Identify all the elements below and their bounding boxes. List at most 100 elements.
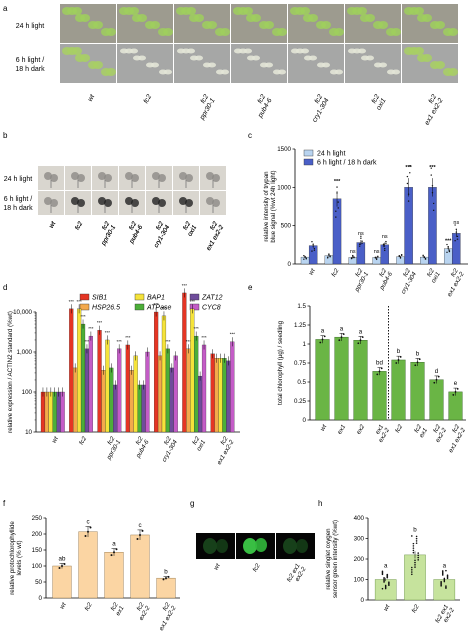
panel-c-datapoint (327, 257, 329, 259)
panel-c-datapoint (448, 249, 451, 251)
panel-d-category-label-text: fc2cry1-304 (155, 435, 179, 463)
panel-d-category-label-text: fc2ex1 ex2-2 (210, 435, 236, 466)
panel-e-datapoint (319, 341, 322, 344)
panel-h-y-tick-label: 100 (354, 577, 365, 584)
panel-d-legend: SIB1 BAP1 ZAT12 HSP26.5 ATPase CYC8 (79, 293, 223, 312)
panel-d-bar (137, 384, 142, 433)
panel-d-category-label-text: fc2ppr30-1 (99, 435, 122, 462)
panel-g-fluorescence-signal (255, 538, 267, 552)
panel-f-category-label-text: fc2ex2-2 (132, 601, 152, 622)
panel-c-datapoint (447, 245, 449, 248)
panel-letter-c: c (248, 131, 252, 140)
panel-h-datapoint (417, 554, 420, 557)
panel-d-annotation: *** (125, 335, 131, 340)
panel-c-datapoint (312, 245, 314, 247)
panel-a-seedling-bleached (187, 48, 195, 54)
panel-d-y-label: relative expression / ACTIN2 standard (%… (7, 311, 14, 433)
panel-h-y-tick-label: 0 (361, 597, 365, 604)
panel-d-annotation: *** (117, 339, 123, 344)
panel-a-genotype-label-text: fc2cry1-304 (305, 93, 331, 123)
panel-c-datapoint (409, 172, 411, 174)
panel-d-annotation: *** (153, 302, 159, 307)
panel-c-category-label-text: fc2cry1-304 (394, 267, 418, 295)
panel-b-cotyledon (131, 174, 139, 182)
panel-g-images: wt fc2 fc2 ex1ex2-2 (196, 533, 315, 587)
panel-b-genotype-label-text: fc2 (74, 220, 85, 231)
panel-d-bar (88, 335, 93, 433)
panel-f-letter: c (86, 518, 89, 525)
panel-f-bar (156, 577, 176, 599)
panel-d-bar (133, 355, 138, 433)
panel-c-datapoint (446, 243, 448, 246)
panel-e-category-label-text: fc2 (394, 423, 404, 434)
panel-d-category-label-text: fc2oxi1 (190, 435, 208, 452)
panel-c-category-label: wt (308, 267, 317, 276)
panel-d-bar (222, 358, 227, 433)
panel-a-seedling-bleached (252, 55, 260, 61)
panel-a-seedling-bleached (130, 48, 138, 54)
panel-c-bar (300, 256, 310, 265)
panel-a-seedling-bleached (379, 62, 387, 68)
panel-a-seedling (207, 21, 217, 29)
panel-e-letter: e (454, 380, 458, 387)
panel-b-cotyledon (212, 174, 220, 182)
panel-c-annotation: *** (334, 179, 341, 185)
panel-d-annotation: *** (84, 339, 90, 344)
panel-c-y-tick-label: 1000 (277, 184, 291, 191)
panel-c-legend: 24 h light 6 h light / 18 h dark (303, 149, 377, 167)
panel-g-genotype-label-text: fc2 ex1ex2-2 (286, 562, 308, 587)
panel-a-genotype-label: fc2ex1 ex2-2 (424, 93, 445, 126)
panel-f-datapoint (58, 567, 61, 570)
panel-c-datapoint (446, 251, 448, 254)
panel-h-datapoint (441, 574, 444, 576)
panel-c-bar (380, 244, 389, 265)
panel-e-category-label: fc2ex1 ex2-2 (447, 423, 467, 454)
panel-c-category-label: fc2ex1 ex2-2 (446, 267, 466, 298)
panel-c-datapoint (337, 201, 339, 203)
panel-b-cotyledon (158, 174, 166, 182)
panel-d-legend-swatch (189, 293, 200, 301)
panel-f-datapoint (141, 529, 144, 532)
panel-c-datapoint (430, 174, 432, 176)
panel-a-seedling (72, 7, 82, 15)
panel-e-bar (391, 359, 406, 421)
panel-e-category-label: wt (319, 423, 328, 432)
panel-c-annotation: ns (382, 234, 388, 240)
panel-d-bar (198, 375, 203, 433)
panel-c-datapoint (430, 167, 432, 169)
panel-a-seedling-bleached (221, 69, 229, 75)
panel-d-category-label: fc2oxi1 (190, 435, 208, 452)
panel-h-datapoint (412, 551, 415, 554)
panel-a-seedling (435, 21, 445, 29)
panel-d-annotation: *** (186, 339, 192, 344)
panel-a-seedling (106, 28, 116, 36)
panel-d-legend-label: BAP1 (147, 295, 165, 302)
panel-letter-a: a (3, 4, 8, 13)
panel-d-annotation: *** (105, 330, 111, 335)
panel-e-y-tick-label: 1.5 (297, 303, 306, 310)
panel-c-datapoint (454, 224, 456, 226)
panel-a-seedling-bleached (301, 48, 309, 54)
panel-f-y-tick-label: 200 (32, 531, 43, 538)
panel-letters: a b c d e f g h (3, 4, 322, 508)
panel-a-seedling-bleached (244, 48, 252, 54)
panel-a-seedling (414, 7, 424, 15)
panel-b-genotype-label: wt (48, 220, 57, 229)
panel-f-category-label: fc2ex1 ex2-2 (158, 601, 178, 632)
panel-d-bar (48, 391, 53, 433)
panel-c-datapoint (455, 231, 458, 233)
panel-b-cotyledon (104, 199, 112, 207)
panel-f-y-tick-label: 150 (32, 547, 43, 554)
panel-c-datapoint (358, 243, 361, 245)
panel-a-seedling (163, 28, 173, 36)
panel-letter-d: d (3, 283, 7, 292)
panel-b-row-label: 6 h light /18 h dark (3, 196, 33, 212)
panel-d-bar (125, 344, 130, 433)
panel-c-datapoint (432, 209, 435, 212)
panel-h-datapoint (445, 587, 447, 589)
panel-d-bar (186, 348, 191, 433)
panel-h-datapoint (414, 559, 416, 562)
panel-d-bar (97, 330, 102, 433)
panel-h-category-label: wt (382, 603, 391, 612)
panel-d-bar (77, 308, 82, 433)
